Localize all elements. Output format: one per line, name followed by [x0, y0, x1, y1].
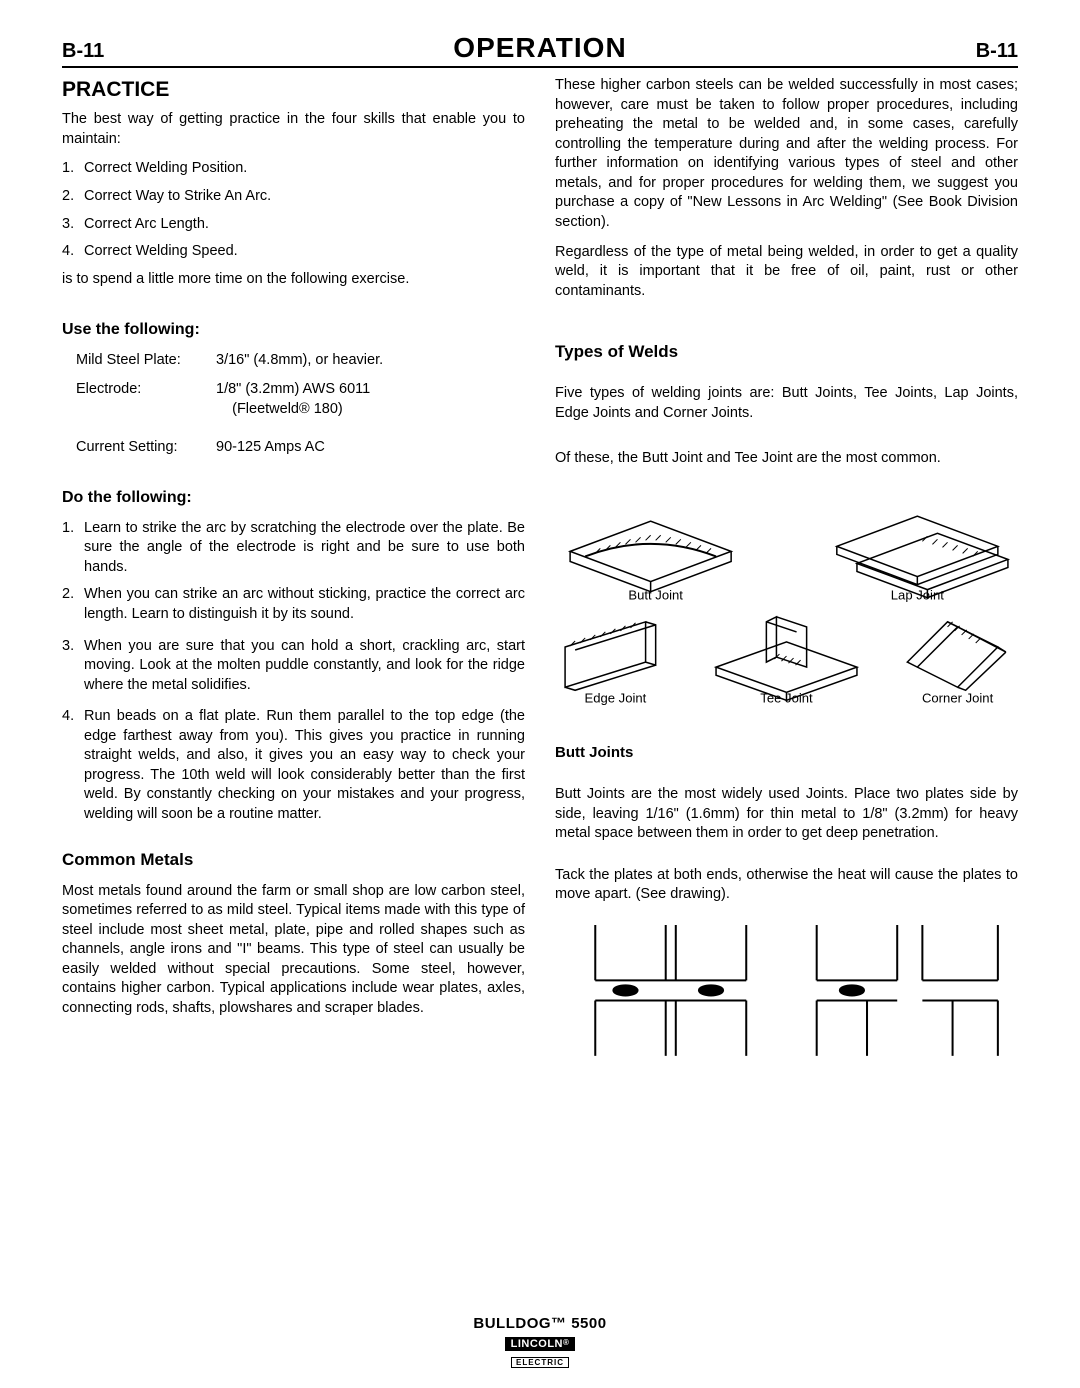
list-item: 2.When you can strike an arc without sti… — [62, 585, 525, 624]
practice-closing: is to spend a little more time on the fo… — [62, 270, 525, 290]
butt-tack-diagram — [555, 925, 1018, 1056]
page-title: OPERATION — [453, 32, 626, 64]
types-intro: Five types of welding joints are: Butt J… — [555, 384, 1018, 423]
svg-text:Butt Joint: Butt Joint — [628, 588, 683, 603]
page-number-right: B-11 — [976, 40, 1018, 63]
butt-joints-heading: Butt Joints — [555, 743, 1018, 763]
list-item: 4.Correct Welding Speed. — [62, 242, 525, 262]
spec-label: Mild Steel Plate: — [76, 351, 216, 371]
common-metals-para: Most metals found around the farm or sma… — [62, 882, 525, 1019]
list-item: 1.Correct Welding Position. — [62, 159, 525, 179]
svg-text:Lap Joint: Lap Joint — [891, 588, 944, 603]
svg-text:Edge Joint: Edge Joint — [584, 690, 646, 705]
contaminants-para: Regardless of the type of metal being we… — [555, 243, 1018, 302]
content-columns: PRACTICE The best way of getting practic… — [62, 76, 1018, 1062]
svg-text:Tee Joint: Tee Joint — [760, 690, 813, 705]
electric-subbrand: ELECTRIC — [511, 1357, 569, 1368]
carbon-steel-para: These higher carbon steels can be welded… — [555, 76, 1018, 233]
list-item: 1.Learn to strike the arc by scratching … — [62, 519, 525, 578]
practice-heading: PRACTICE — [62, 76, 525, 104]
svg-text:Corner Joint: Corner Joint — [922, 690, 994, 705]
page-footer: BULLDOG™ 5500 LINCOLN® ELECTRIC — [0, 1315, 1080, 1370]
list-item: 4.Run beads on a flat plate. Run them pa… — [62, 707, 525, 824]
spec-label: Electrode: — [76, 380, 216, 419]
types-common: Of these, the Butt Joint and Tee Joint a… — [555, 449, 1018, 469]
butt-para-2: Tack the plates at both ends, otherwise … — [555, 866, 1018, 905]
list-item: 3.When you are sure that you can hold a … — [62, 637, 525, 696]
do-following-heading: Do the following: — [62, 487, 525, 509]
lincoln-brand: LINCOLN® — [505, 1337, 576, 1351]
spec-row: Mild Steel Plate: 3/16" (4.8mm), or heav… — [62, 351, 525, 371]
list-item: 2.Correct Way to Strike An Arc. — [62, 187, 525, 207]
butt-para-1: Butt Joints are the most widely used Joi… — [555, 785, 1018, 844]
joint-types-diagram: Butt Joint Lap Joint — [555, 491, 1018, 712]
practice-skills-list: 1.Correct Welding Position. 2.Correct Wa… — [62, 159, 525, 261]
list-item: 3.Correct Arc Length. — [62, 215, 525, 235]
spec-value: 3/16" (4.8mm), or heavier. — [216, 351, 525, 371]
practice-intro: The best way of getting practice in the … — [62, 110, 525, 149]
lincoln-logo: LINCOLN® ELECTRIC — [0, 1334, 1080, 1370]
spec-row: Current Setting: 90-125 Amps AC — [62, 438, 525, 458]
left-column: PRACTICE The best way of getting practic… — [62, 76, 525, 1062]
common-metals-heading: Common Metals — [62, 849, 525, 872]
page-header: B-11 OPERATION B-11 — [62, 32, 1018, 68]
do-steps-list: 1.Learn to strike the arc by scratching … — [62, 519, 525, 825]
footer-product: BULLDOG™ 5500 — [0, 1315, 1080, 1332]
spec-value: 90-125 Amps AC — [216, 438, 525, 458]
use-following-heading: Use the following: — [62, 319, 525, 341]
spec-row: Electrode: 1/8" (3.2mm) AWS 6011 (Fleetw… — [62, 380, 525, 419]
page-number-left: B-11 — [62, 40, 104, 63]
types-of-welds-heading: Types of Welds — [555, 341, 1018, 364]
spec-value: 1/8" (3.2mm) AWS 6011 (Fleetweld® 180) — [216, 380, 525, 419]
spec-label: Current Setting: — [76, 438, 216, 458]
right-column: These higher carbon steels can be welded… — [555, 76, 1018, 1062]
